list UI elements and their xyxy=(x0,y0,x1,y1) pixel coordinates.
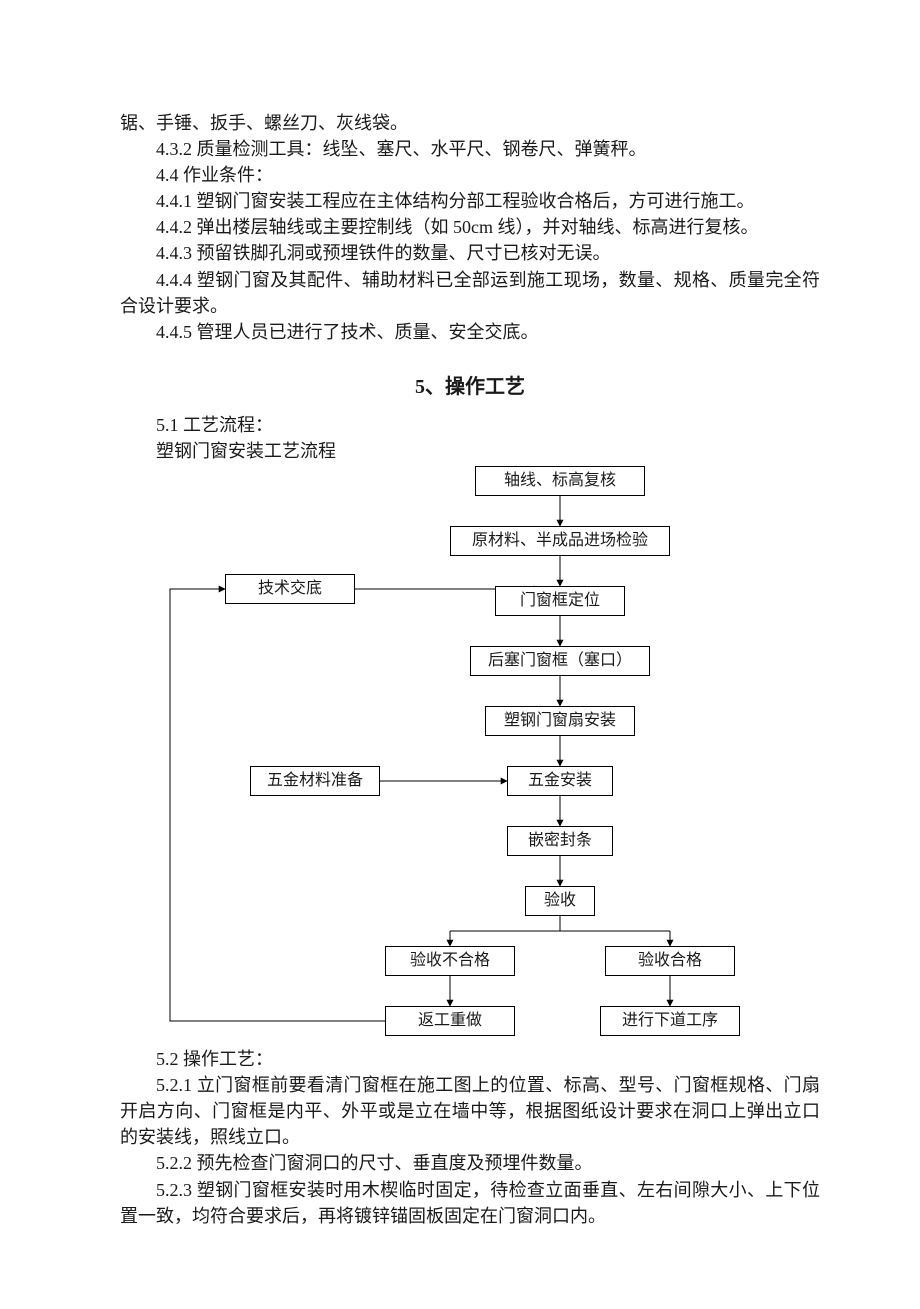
section-heading: 5、操作工艺 xyxy=(120,373,820,402)
process-flowchart: 轴线、标高复核 原材料、半成品进场检验 技术交底 门窗框定位 后塞门窗框（塞口）… xyxy=(120,466,820,1036)
flow-node-check: 验收 xyxy=(525,886,595,916)
flow-node-sash: 塑钢门窗扇安装 xyxy=(485,706,635,736)
flow-node-tech: 技术交底 xyxy=(225,574,355,604)
body-text: 4.4.4 塑钢门窗及其配件、辅助材料已全部运到施工现场，数量、规格、质量完全符… xyxy=(120,267,820,319)
flow-node-fill: 后塞门窗框（塞口） xyxy=(470,646,650,676)
flow-node-redo: 返工重做 xyxy=(385,1006,515,1036)
body-text: 4.4.2 弹出楼层轴线或主要控制线（如 50cm 线），并对轴线、标高进行复核… xyxy=(120,214,820,240)
flow-node-seal: 嵌密封条 xyxy=(507,826,613,856)
body-text: 4.4.1 塑钢门窗安装工程应在主体结构分部工程验收合格后，方可进行施工。 xyxy=(120,188,820,214)
flow-node-axis: 轴线、标高复核 xyxy=(475,466,645,496)
body-text: 5.2 操作工艺： xyxy=(120,1046,820,1072)
body-text: 5.2.1 立门窗框前要看清门窗框在施工图上的位置、标高、型号、门窗框规格、门扇… xyxy=(120,1072,820,1150)
body-text: 5.1 工艺流程： xyxy=(120,412,820,438)
flow-node-pass: 验收合格 xyxy=(605,946,735,976)
flow-node-fail: 验收不合格 xyxy=(385,946,515,976)
body-text: 5.2.3 塑钢门窗框安装时用木楔临时固定，待检查立面垂直、左右间隙大小、上下位… xyxy=(120,1177,820,1229)
body-text: 5.2.2 预先检查门窗洞口的尺寸、垂直度及预埋件数量。 xyxy=(120,1150,820,1176)
body-text: 4.4 作业条件： xyxy=(120,162,820,188)
body-text: 塑钢门窗安装工艺流程 xyxy=(120,438,820,464)
flow-node-material: 原材料、半成品进场检验 xyxy=(450,526,670,556)
flow-node-next: 进行下道工序 xyxy=(600,1006,740,1036)
document-page: 锯、手锤、扳手、螺丝刀、灰线袋。 4.3.2 质量检测工具：线坠、塞尺、水平尺、… xyxy=(0,0,920,1309)
body-text: 4.4.3 预留铁脚孔洞或预埋铁件的数量、尺寸已核对无误。 xyxy=(120,240,820,266)
body-text: 锯、手锤、扳手、螺丝刀、灰线袋。 xyxy=(120,110,820,136)
flow-node-locate: 门窗框定位 xyxy=(495,586,625,616)
flow-node-hwprep: 五金材料准备 xyxy=(250,766,380,796)
flow-node-hw: 五金安装 xyxy=(507,766,613,796)
body-text: 4.3.2 质量检测工具：线坠、塞尺、水平尺、钢卷尺、弹簧秤。 xyxy=(120,136,820,162)
body-text: 4.4.5 管理人员已进行了技术、质量、安全交底。 xyxy=(120,319,820,345)
